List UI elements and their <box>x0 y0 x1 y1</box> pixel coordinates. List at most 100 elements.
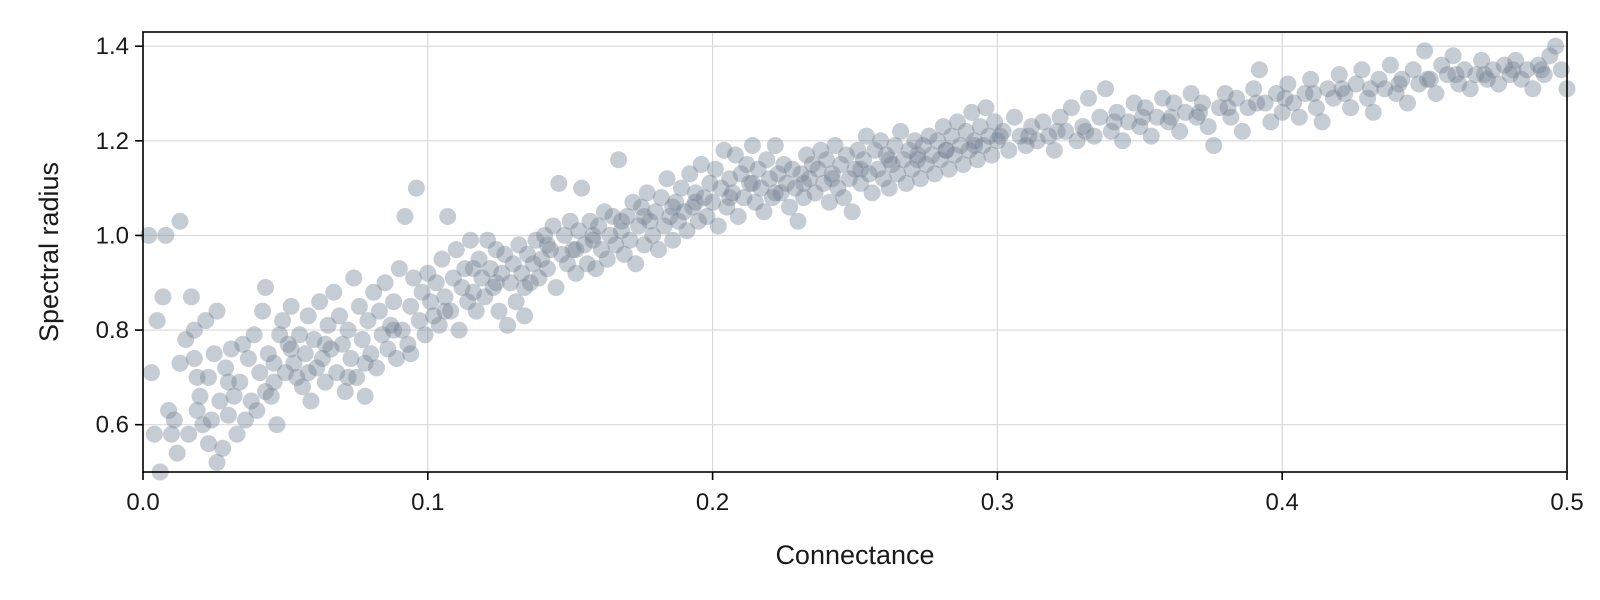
scatter-point <box>1302 70 1320 88</box>
scatter-point <box>316 335 334 353</box>
scatter-point <box>464 260 482 278</box>
scatter-point <box>1547 37 1565 55</box>
scatter-point <box>889 165 907 183</box>
scatter-point <box>860 165 878 183</box>
scatter-point <box>331 307 348 325</box>
scatter-point <box>1011 127 1029 145</box>
scatter-point <box>709 217 727 235</box>
scatter-point <box>393 321 411 339</box>
scatter-point <box>715 141 733 159</box>
scatter-point <box>516 279 534 296</box>
scatter-point <box>573 179 591 197</box>
scatter-point <box>219 373 237 391</box>
scatter-point <box>826 137 844 154</box>
scatter-point <box>180 425 198 443</box>
scatter-point <box>339 321 357 339</box>
scatter-point <box>1404 61 1422 79</box>
scatter-point <box>396 208 414 225</box>
y-tick-label: 1.2 <box>96 128 129 155</box>
scatter-point <box>499 316 516 334</box>
data-points <box>140 37 1576 481</box>
scatter-point <box>154 288 172 306</box>
scatter-point <box>1276 89 1294 107</box>
scatter-point <box>729 208 747 225</box>
scatter-point <box>1134 108 1152 126</box>
scatter-point <box>929 132 947 150</box>
scatter-point <box>595 203 613 221</box>
scatter-point <box>949 113 966 131</box>
scatter-point <box>484 279 502 296</box>
scatter-point <box>350 297 368 315</box>
scatter-point <box>456 260 474 278</box>
scatter-point <box>1387 85 1405 102</box>
scatter-point <box>1376 80 1394 98</box>
scatter-point <box>678 222 696 240</box>
x-axis-label: Connectance <box>775 540 934 570</box>
scatter-point <box>798 146 816 164</box>
scatter-point <box>519 245 536 263</box>
scatter-point <box>809 160 827 178</box>
scatter-point <box>960 141 978 159</box>
scatter-point <box>447 241 465 259</box>
scatter-point <box>211 392 229 410</box>
scatter-point <box>1438 66 1456 84</box>
scatter-point <box>490 302 508 320</box>
scatter-point <box>191 387 209 405</box>
scatter-point <box>333 335 351 353</box>
scatter-point <box>1205 137 1223 154</box>
scatter-point <box>356 387 374 405</box>
scatter-point <box>1296 85 1314 102</box>
scatter-point <box>726 146 744 164</box>
scatter-point <box>402 297 420 315</box>
scatter-point <box>1182 85 1200 102</box>
scatter-point <box>248 402 266 419</box>
scatter-point <box>234 335 252 353</box>
x-tick-label: 0.0 <box>126 489 159 516</box>
scatter-point <box>200 435 217 453</box>
scatter-point <box>1342 99 1360 117</box>
scatter-point <box>274 312 292 330</box>
scatter-point <box>838 146 855 164</box>
scatter-point <box>501 274 519 292</box>
scatter-point <box>182 288 200 306</box>
scatter-point <box>390 260 408 278</box>
scatter-point <box>148 312 166 330</box>
y-tick-label: 0.6 <box>96 412 129 439</box>
scatter-point <box>903 160 921 178</box>
scatter-point <box>541 241 559 259</box>
scatter-point <box>1125 94 1143 112</box>
scatter-point <box>1159 113 1177 131</box>
scatter-point <box>852 174 870 192</box>
scatter-point <box>1228 89 1246 107</box>
scatter-point <box>294 378 311 396</box>
scatter-point <box>163 425 180 443</box>
scatter-point <box>1216 85 1234 102</box>
scatter-point <box>581 212 599 230</box>
scatter-point <box>1541 47 1559 65</box>
scatter-point <box>1410 75 1428 93</box>
scatter-point <box>271 326 289 344</box>
scatter-point <box>638 184 656 202</box>
scatter-point <box>413 283 431 301</box>
scatter-point <box>536 226 554 244</box>
scatter-point <box>1524 80 1542 98</box>
scatter-point <box>966 137 984 154</box>
scatter-point <box>1421 70 1439 88</box>
scatter-point <box>880 179 898 197</box>
scatter-point <box>388 350 405 367</box>
scatter-point <box>1020 127 1038 145</box>
scatter-point <box>171 212 189 230</box>
scatter-point <box>1250 61 1268 79</box>
scatter-point <box>368 359 385 377</box>
scatter-point <box>308 359 326 377</box>
scatter-point <box>222 340 240 358</box>
scatter-point <box>843 203 861 221</box>
scatter-point <box>1325 89 1342 107</box>
scatter-point <box>510 236 528 254</box>
scatter-point <box>940 160 958 178</box>
scatter-point <box>897 174 915 192</box>
scatter-point <box>365 283 383 301</box>
scatter-point <box>632 198 650 216</box>
scatter-point <box>994 122 1012 140</box>
scatter-point <box>658 170 676 188</box>
